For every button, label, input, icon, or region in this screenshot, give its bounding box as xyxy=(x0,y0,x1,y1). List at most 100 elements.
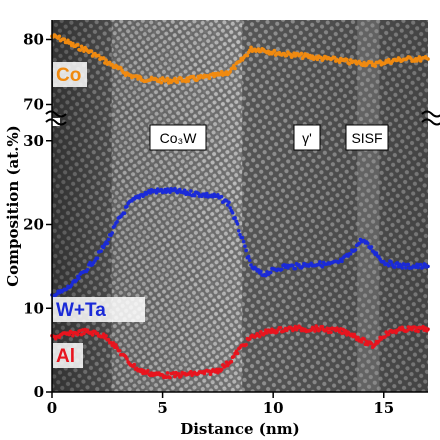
data-point xyxy=(219,194,224,199)
data-point xyxy=(378,59,382,63)
data-point xyxy=(272,48,277,53)
data-point xyxy=(313,329,317,333)
y-tick-label: 10 xyxy=(23,299,44,317)
data-point xyxy=(110,231,115,235)
series-label-al-text: Al xyxy=(56,346,75,367)
data-point xyxy=(71,41,75,46)
data-point xyxy=(268,270,273,275)
data-point xyxy=(320,264,325,269)
data-point xyxy=(386,332,391,337)
data-point xyxy=(207,76,212,81)
data-point xyxy=(125,357,129,361)
data-point xyxy=(168,375,172,380)
data-point xyxy=(228,69,232,74)
data-point xyxy=(154,191,159,195)
data-point xyxy=(230,211,235,215)
data-point xyxy=(279,267,284,272)
data-point xyxy=(318,327,322,332)
data-point xyxy=(77,276,81,280)
series-layer xyxy=(50,33,430,380)
data-point xyxy=(235,351,240,356)
data-point xyxy=(96,53,101,58)
data-point xyxy=(362,60,366,65)
data-point xyxy=(246,254,251,259)
data-point xyxy=(105,241,110,246)
axis-ticks: 0 5 10 15 0 10 20 30 70 80 xyxy=(23,31,394,418)
data-point xyxy=(248,258,252,263)
region-label-sisf-text: SISF xyxy=(351,130,382,146)
data-point xyxy=(244,342,248,347)
data-point xyxy=(408,56,413,61)
data-point xyxy=(233,66,237,71)
data-point xyxy=(76,43,80,47)
y-tick-label: 80 xyxy=(23,31,44,49)
data-point xyxy=(165,371,170,375)
data-point xyxy=(225,203,230,207)
data-point xyxy=(76,332,80,337)
series-label-al: Al xyxy=(53,343,83,368)
data-point xyxy=(106,337,111,342)
axis-break-marks xyxy=(45,110,440,126)
data-point xyxy=(384,330,389,334)
data-point xyxy=(233,216,237,220)
data-point xyxy=(369,245,374,249)
data-point xyxy=(320,324,325,329)
data-point xyxy=(228,206,232,210)
data-point xyxy=(244,248,248,253)
data-point xyxy=(176,372,181,376)
data-point xyxy=(192,193,197,198)
data-point xyxy=(332,55,337,60)
data-point xyxy=(89,49,94,54)
data-point xyxy=(426,264,430,269)
data-point xyxy=(232,354,236,359)
data-point xyxy=(293,266,298,271)
x-tick-label: 0 xyxy=(47,399,57,417)
region-label-co3w: Co₃W xyxy=(149,124,207,151)
region-label-gamma-prime-text: γ' xyxy=(302,130,312,146)
data-point xyxy=(374,251,379,255)
x-tick-label: 10 xyxy=(263,399,284,417)
data-point xyxy=(362,337,366,341)
data-point xyxy=(106,237,111,242)
data-point xyxy=(101,245,106,250)
data-point xyxy=(90,333,95,337)
data-point xyxy=(99,249,103,253)
data-point xyxy=(159,187,164,192)
data-point xyxy=(416,265,420,270)
data-point xyxy=(88,260,92,265)
data-point xyxy=(232,63,236,68)
data-point xyxy=(74,278,79,282)
data-point xyxy=(249,45,253,50)
data-point xyxy=(235,222,240,226)
series-al-points xyxy=(50,324,430,380)
data-point xyxy=(383,335,387,339)
data-point xyxy=(245,53,250,58)
data-point xyxy=(377,339,381,343)
data-point xyxy=(241,239,246,244)
data-point xyxy=(67,332,72,337)
data-point xyxy=(426,57,430,61)
data-point xyxy=(406,262,411,267)
y-axis-title: Composition (at.%) xyxy=(4,125,22,287)
data-point xyxy=(373,64,377,68)
data-point xyxy=(71,333,75,338)
series-label-co: Co xyxy=(53,62,87,87)
data-point xyxy=(369,60,374,65)
data-point xyxy=(291,263,295,268)
region-label-gamma-prime: γ' xyxy=(293,124,321,151)
data-point xyxy=(115,219,119,224)
data-point xyxy=(393,265,397,269)
region-label-co3w-text: Co₃W xyxy=(160,130,198,146)
data-point xyxy=(236,229,241,233)
data-point xyxy=(240,236,245,240)
data-point xyxy=(101,332,106,336)
data-point xyxy=(114,343,118,347)
data-point xyxy=(104,58,108,63)
data-point xyxy=(315,57,320,62)
region-label-sisf: SISF xyxy=(345,124,389,151)
data-point xyxy=(125,204,129,209)
data-point xyxy=(248,337,252,341)
data-point xyxy=(69,283,74,287)
data-point xyxy=(122,211,127,216)
data-point xyxy=(421,265,425,270)
